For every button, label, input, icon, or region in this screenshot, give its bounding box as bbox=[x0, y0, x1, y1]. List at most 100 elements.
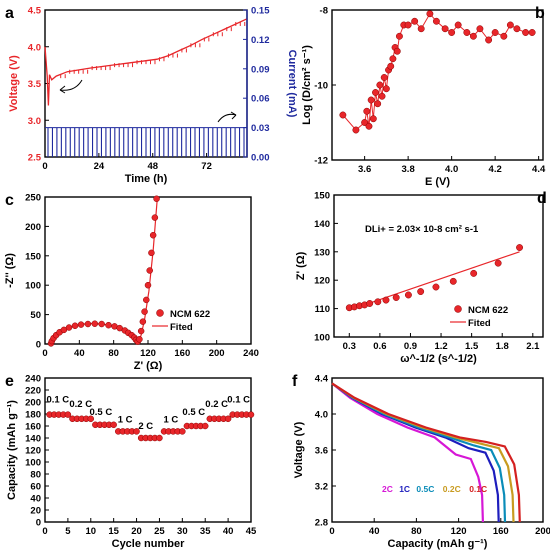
x-tick-label: 200 bbox=[535, 526, 550, 537]
data-point bbox=[369, 115, 377, 123]
data-point bbox=[528, 29, 536, 36]
legend-label: Fited bbox=[468, 318, 491, 329]
x-tick-label: 4.0 bbox=[445, 164, 458, 175]
plot-frame bbox=[331, 377, 544, 523]
y-tick-label: 100 bbox=[314, 333, 330, 344]
rate-label: 0.1 C bbox=[227, 395, 250, 406]
x-tick-label: 40 bbox=[74, 348, 85, 359]
data-point bbox=[144, 281, 152, 289]
panel-letter: d bbox=[537, 190, 547, 207]
data-point bbox=[84, 320, 92, 328]
legend-label: 0.2C bbox=[443, 484, 461, 494]
data-point bbox=[105, 321, 112, 329]
rate-label: 0.2 C bbox=[69, 399, 92, 410]
x-tick-label: 0 bbox=[42, 526, 47, 537]
arrow-left bbox=[59, 79, 83, 91]
data-point bbox=[476, 25, 484, 33]
x-tick-label: 10 bbox=[85, 526, 96, 537]
y2-tick-label: 0.03 bbox=[251, 123, 270, 134]
data-point bbox=[463, 29, 471, 36]
y-tick-label: 120 bbox=[25, 446, 41, 457]
y2-axis-label: Current (mA) bbox=[286, 50, 298, 118]
x-axis-label: Time (h) bbox=[125, 173, 168, 185]
data-point bbox=[224, 415, 232, 423]
y-tick-label: 150 bbox=[314, 191, 330, 202]
y-axis-label: Voltage (V) bbox=[293, 421, 305, 478]
panel-letter: c bbox=[5, 192, 14, 209]
data-point bbox=[441, 25, 449, 33]
data-point bbox=[361, 119, 369, 126]
data-point bbox=[64, 411, 72, 418]
data-point bbox=[432, 283, 440, 291]
x-tick-label: 3.8 bbox=[402, 164, 415, 175]
x-tick-label: 1.8 bbox=[496, 341, 509, 352]
data-point bbox=[372, 89, 379, 96]
data-point bbox=[141, 308, 148, 315]
x-tick-label: 120 bbox=[451, 526, 467, 537]
panel-letter: f bbox=[292, 373, 298, 390]
y-tick-label: 130 bbox=[314, 247, 330, 258]
y-tick-label: 2.5 bbox=[28, 153, 42, 164]
data-point bbox=[133, 428, 140, 435]
y-tick-label: 140 bbox=[314, 219, 330, 230]
rate-label: 0.1 C bbox=[46, 395, 69, 406]
data-point bbox=[156, 309, 164, 317]
y-tick-label: 3.0 bbox=[28, 116, 41, 127]
rate-label: 0.5 C bbox=[182, 407, 205, 418]
x-axis-label: Z' (Ω) bbox=[134, 360, 163, 372]
data-point bbox=[143, 296, 150, 304]
panel-letter: e bbox=[5, 373, 14, 390]
data-point bbox=[352, 126, 360, 134]
y-axis-label: Voltage (V) bbox=[8, 55, 20, 112]
y-tick-label: 240 bbox=[25, 374, 41, 385]
x-tick-label: 45 bbox=[246, 526, 257, 537]
x-axis-label: ω^-1/2 (s^-1/2) bbox=[400, 353, 477, 365]
data-point bbox=[374, 298, 382, 306]
x-tick-label: 25 bbox=[154, 526, 165, 537]
y-tick-label: 250 bbox=[25, 193, 41, 204]
x-axis-label: Capacity (mAh g⁻¹) bbox=[388, 538, 488, 550]
y-tick-label: 110 bbox=[315, 304, 330, 315]
data-point bbox=[71, 322, 79, 330]
data-point bbox=[91, 320, 99, 327]
x-tick-label: 0 bbox=[329, 526, 334, 537]
data-point bbox=[139, 318, 147, 325]
y-tick-label: 20 bbox=[30, 506, 41, 517]
data-point bbox=[137, 327, 145, 335]
x-tick-label: 72 bbox=[201, 161, 212, 172]
y-tick-label: 3.6 bbox=[315, 446, 328, 457]
panel-f: 0 40 80 120 160 200 2.8 3.2 3.6 4.0 4.4 Capacity (m… bbox=[292, 373, 550, 550]
y-tick-label: 40 bbox=[30, 494, 41, 505]
data-point bbox=[339, 111, 347, 119]
rate-label: 0.2 C bbox=[205, 399, 228, 410]
data-point bbox=[516, 244, 524, 251]
y-tick-label: 180 bbox=[25, 410, 41, 421]
y-tick-label: 3.2 bbox=[315, 482, 328, 493]
y-tick-label: -8 bbox=[320, 6, 328, 17]
data-point bbox=[148, 249, 155, 257]
x-tick-label: 30 bbox=[177, 526, 188, 537]
y-tick-label: 60 bbox=[30, 482, 41, 493]
y-axis-label: Capacity (mAh g⁻¹) bbox=[6, 400, 18, 500]
y-tick-label: -12 bbox=[314, 156, 328, 167]
data-point bbox=[470, 269, 478, 277]
data-point bbox=[389, 55, 397, 63]
x-tick-label: 35 bbox=[200, 526, 211, 537]
arrow-right bbox=[217, 113, 237, 123]
panel-c: 0 40 80 120 160 200 240 0 50 100 150 200 250 Z' (Ω) -Z… bbox=[4, 192, 259, 372]
x-tick-label: 4.4 bbox=[532, 164, 546, 175]
data-point bbox=[432, 17, 440, 25]
x-tick-label: 0.6 bbox=[373, 341, 386, 352]
y-tick-label: 0 bbox=[36, 340, 41, 351]
data-point bbox=[454, 305, 462, 313]
diffusion-annotation: DLi+ = 2.03× 10-8 cm² s-1 bbox=[365, 224, 479, 235]
plot-frame bbox=[331, 9, 544, 161]
discharge-curve bbox=[331, 382, 500, 523]
data-point bbox=[87, 415, 95, 423]
data-point bbox=[417, 288, 425, 296]
x-tick-label: 160 bbox=[493, 526, 509, 537]
data-point bbox=[404, 21, 412, 29]
data-point bbox=[454, 21, 462, 29]
data-point bbox=[146, 267, 153, 274]
